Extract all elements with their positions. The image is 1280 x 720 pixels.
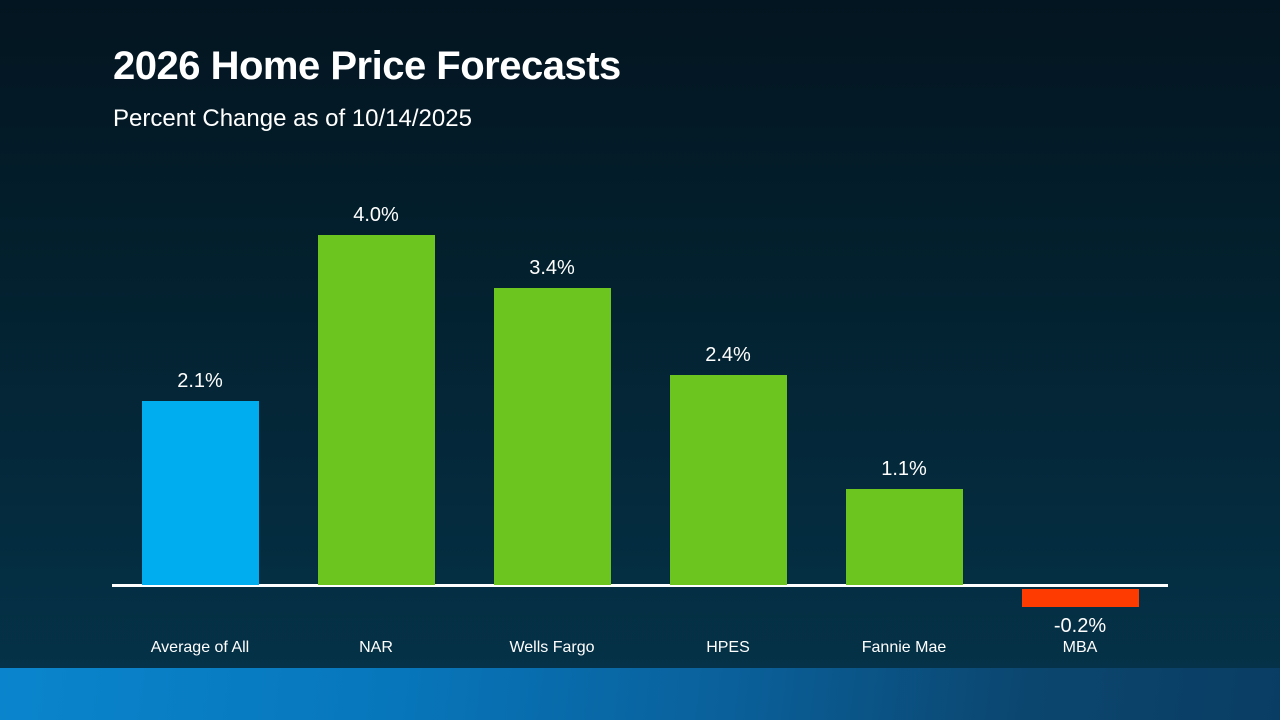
bar-value-label: 3.4% bbox=[529, 256, 575, 279]
bar-nar bbox=[317, 235, 435, 585]
bar-category-label: MBA bbox=[1062, 639, 1098, 656]
bar-wells-fargo bbox=[493, 287, 611, 585]
bar-value-label: 2.4% bbox=[705, 344, 751, 366]
bar-value-label: -0.2% bbox=[1053, 614, 1107, 637]
bottom-accent-band bbox=[0, 668, 1280, 720]
bar-category-label: HPES bbox=[706, 639, 750, 656]
bar-fannie-mae bbox=[845, 488, 963, 585]
bar-mba bbox=[1021, 589, 1139, 607]
x-axis-line bbox=[112, 584, 1168, 587]
bar-average-of-all bbox=[141, 401, 259, 585]
bar-value-label: 2.1% bbox=[177, 370, 223, 393]
bar-category-label: Fannie Mae bbox=[861, 639, 947, 656]
bar-category-label: NAR bbox=[359, 639, 393, 656]
chart-subtitle: Percent Change as of 10/14/2025 bbox=[113, 105, 472, 132]
chart-title: 2026 Home Price Forecasts bbox=[113, 44, 621, 88]
bar-category-label: Average of All bbox=[150, 639, 250, 656]
bar-hpes bbox=[669, 375, 787, 585]
bar-category-label: Wells Fargo bbox=[509, 639, 595, 656]
bar-value-label: 1.1% bbox=[881, 457, 927, 480]
bar-value-label: 4.0% bbox=[353, 204, 399, 226]
